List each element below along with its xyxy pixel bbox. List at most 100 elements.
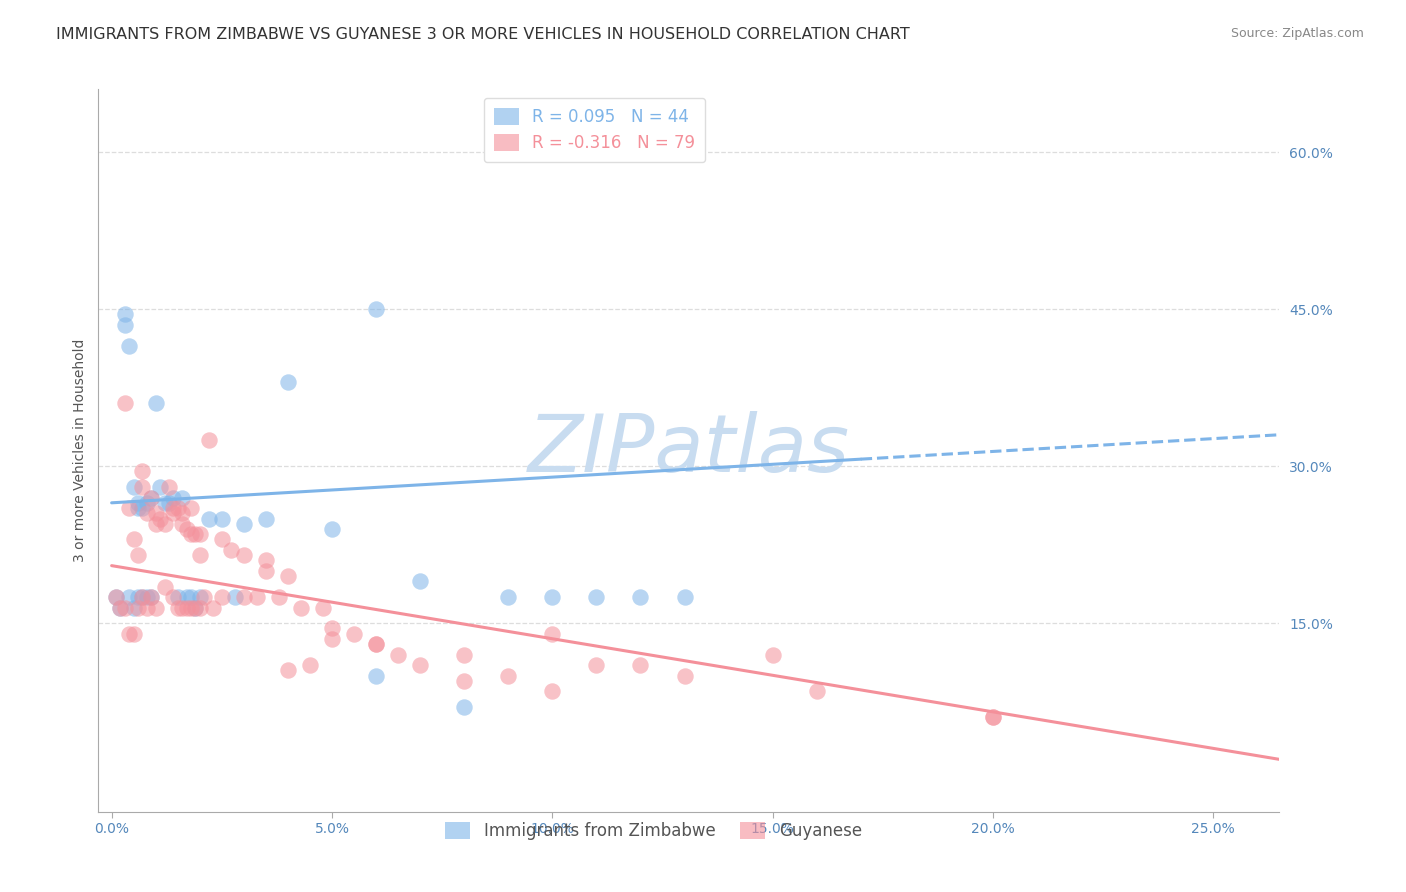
Point — [145, 600, 167, 615]
Point — [254, 564, 277, 578]
Point — [364, 302, 387, 317]
Point — [166, 501, 188, 516]
Point — [127, 548, 149, 562]
Point — [277, 376, 299, 390]
Point — [135, 496, 157, 510]
Point — [246, 590, 269, 604]
Point — [131, 590, 153, 604]
Point — [153, 516, 176, 531]
Point — [224, 590, 246, 604]
Point — [188, 548, 211, 562]
Point — [166, 590, 188, 604]
Point — [176, 590, 198, 604]
Point — [254, 553, 277, 567]
Point — [127, 501, 149, 516]
Point — [172, 506, 194, 520]
Point — [364, 668, 387, 682]
Point — [541, 684, 564, 698]
Point — [114, 600, 136, 615]
Point — [321, 522, 343, 536]
Point — [219, 543, 242, 558]
Point — [453, 673, 475, 688]
Point — [184, 600, 207, 615]
Point — [277, 569, 299, 583]
Point — [211, 590, 233, 604]
Point — [176, 600, 198, 615]
Point — [673, 668, 696, 682]
Point — [630, 658, 652, 673]
Point — [145, 396, 167, 410]
Point — [188, 527, 211, 541]
Text: ZIPatlas: ZIPatlas — [527, 411, 851, 490]
Point — [409, 574, 432, 589]
Point — [145, 506, 167, 520]
Point — [127, 590, 149, 604]
Point — [141, 590, 163, 604]
Point — [118, 501, 141, 516]
Point — [131, 590, 153, 604]
Point — [149, 480, 172, 494]
Point — [172, 516, 194, 531]
Point — [149, 511, 172, 525]
Point — [197, 433, 219, 447]
Point — [277, 664, 299, 678]
Point — [453, 648, 475, 662]
Text: IMMIGRANTS FROM ZIMBABWE VS GUYANESE 3 OR MORE VEHICLES IN HOUSEHOLD CORRELATION: IMMIGRANTS FROM ZIMBABWE VS GUYANESE 3 O… — [56, 27, 910, 42]
Point — [105, 590, 128, 604]
Point — [122, 533, 145, 547]
Point — [105, 590, 128, 604]
Point — [162, 501, 184, 516]
Point — [312, 600, 335, 615]
Point — [122, 626, 145, 640]
Point — [254, 511, 277, 525]
Point — [630, 590, 652, 604]
Point — [673, 590, 696, 604]
Point — [131, 480, 153, 494]
Point — [541, 590, 564, 604]
Point — [176, 522, 198, 536]
Point — [387, 648, 409, 662]
Point — [131, 501, 153, 516]
Point — [981, 710, 1004, 724]
Point — [153, 496, 176, 510]
Point — [110, 600, 132, 615]
Point — [188, 590, 211, 604]
Point — [321, 632, 343, 646]
Point — [180, 590, 202, 604]
Point — [762, 648, 785, 662]
Point — [157, 480, 180, 494]
Point — [290, 600, 312, 615]
Point — [122, 480, 145, 494]
Point — [188, 600, 211, 615]
Point — [269, 590, 291, 604]
Point — [114, 396, 136, 410]
Point — [193, 590, 215, 604]
Point — [453, 700, 475, 714]
Point — [232, 548, 254, 562]
Point — [145, 516, 167, 531]
Point — [180, 527, 202, 541]
Point — [135, 590, 157, 604]
Point — [321, 622, 343, 636]
Point — [211, 511, 233, 525]
Point — [184, 600, 207, 615]
Point — [585, 590, 607, 604]
Point — [118, 590, 141, 604]
Point — [162, 590, 184, 604]
Point — [180, 501, 202, 516]
Point — [118, 339, 141, 353]
Point — [162, 491, 184, 505]
Point — [232, 516, 254, 531]
Point — [981, 710, 1004, 724]
Point — [153, 580, 176, 594]
Point — [110, 600, 132, 615]
Point — [127, 496, 149, 510]
Text: Source: ZipAtlas.com: Source: ZipAtlas.com — [1230, 27, 1364, 40]
Point — [122, 600, 145, 615]
Point — [409, 658, 432, 673]
Y-axis label: 3 or more Vehicles in Household: 3 or more Vehicles in Household — [73, 339, 87, 562]
Point — [184, 527, 207, 541]
Point — [232, 590, 254, 604]
Point — [131, 464, 153, 478]
Point — [141, 491, 163, 505]
